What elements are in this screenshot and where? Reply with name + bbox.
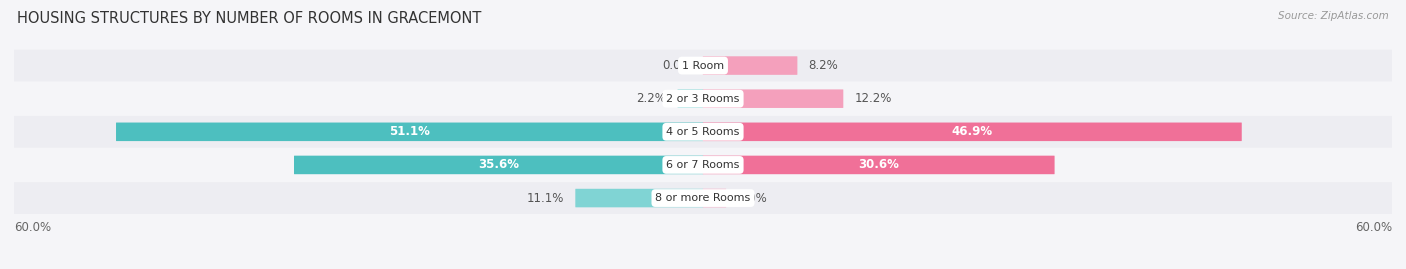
Text: 12.2%: 12.2% — [855, 92, 891, 105]
Text: 1 Room: 1 Room — [682, 61, 724, 70]
FancyBboxPatch shape — [703, 56, 797, 75]
FancyBboxPatch shape — [703, 89, 844, 108]
Text: 35.6%: 35.6% — [478, 158, 519, 171]
Text: 2.0%: 2.0% — [738, 192, 768, 204]
Text: Source: ZipAtlas.com: Source: ZipAtlas.com — [1278, 11, 1389, 21]
FancyBboxPatch shape — [14, 149, 1392, 181]
Text: 60.0%: 60.0% — [1355, 221, 1392, 233]
FancyBboxPatch shape — [678, 89, 703, 108]
FancyBboxPatch shape — [575, 189, 703, 207]
FancyBboxPatch shape — [14, 83, 1392, 115]
Text: 6 or 7 Rooms: 6 or 7 Rooms — [666, 160, 740, 170]
Text: 8 or more Rooms: 8 or more Rooms — [655, 193, 751, 203]
FancyBboxPatch shape — [703, 156, 1054, 174]
FancyBboxPatch shape — [703, 123, 1241, 141]
Text: 2.2%: 2.2% — [637, 92, 666, 105]
Text: 8.2%: 8.2% — [808, 59, 838, 72]
FancyBboxPatch shape — [703, 189, 725, 207]
Text: 11.1%: 11.1% — [527, 192, 564, 204]
FancyBboxPatch shape — [14, 182, 1392, 214]
FancyBboxPatch shape — [14, 116, 1392, 148]
Text: 2 or 3 Rooms: 2 or 3 Rooms — [666, 94, 740, 104]
Text: 46.9%: 46.9% — [952, 125, 993, 138]
FancyBboxPatch shape — [14, 50, 1392, 82]
FancyBboxPatch shape — [294, 156, 703, 174]
Text: 4 or 5 Rooms: 4 or 5 Rooms — [666, 127, 740, 137]
Text: 51.1%: 51.1% — [389, 125, 430, 138]
Text: HOUSING STRUCTURES BY NUMBER OF ROOMS IN GRACEMONT: HOUSING STRUCTURES BY NUMBER OF ROOMS IN… — [17, 11, 481, 26]
Text: 30.6%: 30.6% — [858, 158, 898, 171]
Text: 60.0%: 60.0% — [14, 221, 51, 233]
FancyBboxPatch shape — [117, 123, 703, 141]
Text: 0.0%: 0.0% — [662, 59, 692, 72]
